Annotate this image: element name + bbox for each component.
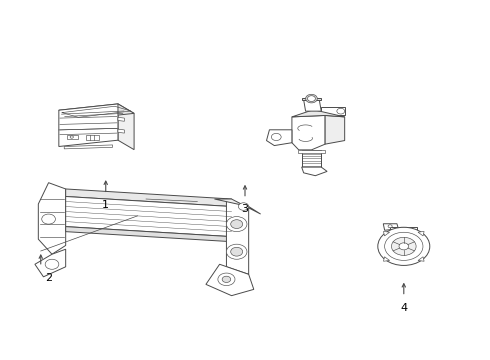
Polygon shape	[418, 231, 424, 236]
Polygon shape	[68, 135, 78, 139]
Polygon shape	[321, 107, 344, 116]
Circle shape	[306, 94, 318, 103]
Polygon shape	[215, 199, 261, 214]
Polygon shape	[384, 231, 390, 236]
Circle shape	[218, 273, 235, 285]
Polygon shape	[302, 98, 321, 100]
Circle shape	[337, 108, 344, 114]
Polygon shape	[206, 264, 254, 296]
Circle shape	[385, 232, 423, 260]
Polygon shape	[292, 110, 344, 117]
Circle shape	[271, 134, 281, 140]
Text: 1: 1	[102, 200, 109, 210]
Polygon shape	[325, 116, 344, 144]
Circle shape	[231, 247, 243, 256]
Polygon shape	[302, 150, 321, 167]
Polygon shape	[418, 257, 424, 261]
Polygon shape	[267, 130, 292, 145]
Circle shape	[226, 217, 247, 231]
Text: 2: 2	[45, 273, 52, 283]
Circle shape	[231, 220, 243, 229]
Circle shape	[42, 214, 55, 224]
Text: 4: 4	[400, 303, 407, 312]
Polygon shape	[118, 117, 124, 121]
Polygon shape	[59, 104, 134, 120]
Circle shape	[388, 225, 392, 228]
Polygon shape	[66, 226, 232, 242]
Polygon shape	[383, 224, 398, 230]
Circle shape	[226, 244, 247, 259]
Circle shape	[392, 237, 416, 255]
Circle shape	[378, 227, 430, 265]
Polygon shape	[38, 183, 66, 254]
Polygon shape	[118, 129, 124, 133]
Polygon shape	[86, 135, 98, 140]
Polygon shape	[298, 150, 325, 153]
Polygon shape	[64, 145, 113, 149]
Polygon shape	[118, 104, 134, 150]
Polygon shape	[59, 104, 118, 147]
Polygon shape	[390, 227, 417, 231]
Polygon shape	[35, 249, 66, 277]
Polygon shape	[226, 199, 248, 274]
Text: 3: 3	[242, 204, 248, 215]
Polygon shape	[66, 189, 232, 207]
Circle shape	[45, 259, 59, 269]
Circle shape	[222, 276, 231, 283]
Polygon shape	[304, 100, 321, 111]
Polygon shape	[378, 243, 383, 249]
Polygon shape	[384, 257, 390, 261]
Polygon shape	[292, 116, 325, 150]
Circle shape	[308, 96, 316, 102]
Polygon shape	[302, 167, 327, 176]
Circle shape	[70, 136, 74, 138]
Polygon shape	[66, 197, 232, 237]
Circle shape	[399, 243, 409, 250]
Circle shape	[239, 203, 248, 210]
